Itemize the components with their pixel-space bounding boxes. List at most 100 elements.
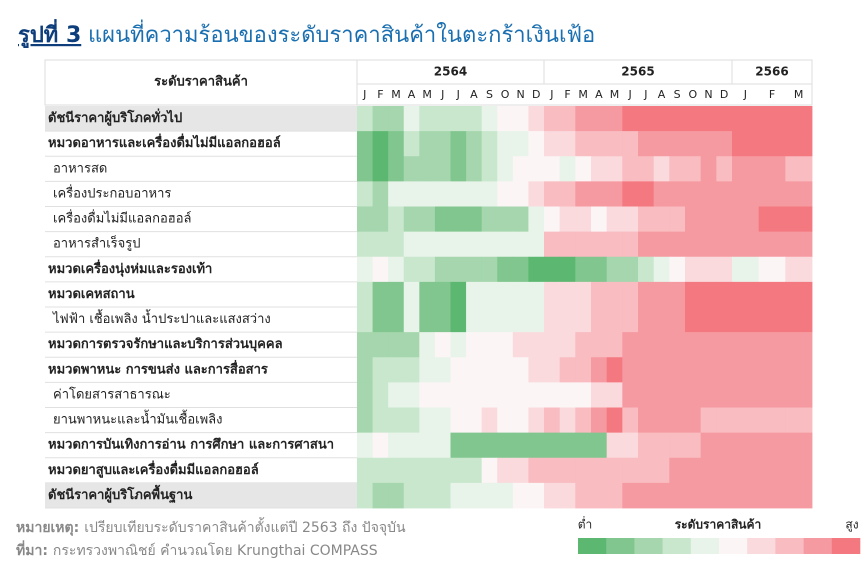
heat-cell xyxy=(685,457,702,484)
heat-cell xyxy=(357,156,373,182)
heat-cell xyxy=(622,106,639,132)
heat-cell xyxy=(575,457,592,484)
heat-cell xyxy=(700,256,717,283)
heat-cell xyxy=(591,256,608,283)
heat-cell xyxy=(512,407,529,434)
heat-cell xyxy=(622,231,639,258)
heat-cell xyxy=(685,131,702,157)
heat-cell xyxy=(481,357,498,383)
month-label: M xyxy=(391,88,401,101)
heat-cell xyxy=(481,281,498,308)
heat-cell xyxy=(700,156,717,182)
heat-cell xyxy=(497,382,514,408)
heat-cell xyxy=(732,307,760,333)
heat-cell xyxy=(419,131,436,157)
heat-cell xyxy=(512,256,529,283)
heat-cell xyxy=(591,106,608,132)
row-label: อาหารสำเร็จรูป xyxy=(53,234,140,252)
row-label: หมวดยาสูบและเครื่องดื่มมีแอลกอฮอล์ xyxy=(48,460,259,478)
heat-cell xyxy=(638,281,655,308)
heat-cell xyxy=(450,206,467,233)
heat-cell xyxy=(497,432,514,459)
heat-cell xyxy=(653,457,670,484)
heat-cell xyxy=(434,206,451,233)
heat-cell xyxy=(653,307,670,333)
heat-cell xyxy=(622,307,639,333)
heat-cell xyxy=(357,357,373,383)
heat-cell xyxy=(450,106,467,132)
heat-cell xyxy=(606,281,623,308)
heat-cell xyxy=(388,357,405,383)
row-label: เครื่องประกอบอาหาร xyxy=(53,184,171,201)
heat-cell xyxy=(606,457,623,484)
heat-cell xyxy=(419,256,436,283)
month-label: M xyxy=(610,88,620,101)
month-label: A xyxy=(470,88,478,101)
heat-cell xyxy=(606,332,623,358)
heat-cell xyxy=(785,181,813,207)
heat-cell xyxy=(716,382,733,408)
heat-cell xyxy=(481,407,498,434)
heat-cell xyxy=(622,382,639,408)
heat-cell xyxy=(497,357,514,383)
heat-cell xyxy=(544,482,561,509)
heat-cell xyxy=(434,131,451,157)
heat-cell xyxy=(372,231,389,258)
heat-cell xyxy=(497,106,514,132)
heat-cell xyxy=(669,482,686,509)
heat-cell xyxy=(785,256,813,283)
heat-cell xyxy=(528,482,545,509)
heat-cell xyxy=(638,432,655,459)
heat-cell xyxy=(700,281,717,308)
heat-cell xyxy=(450,432,467,459)
heat-cell xyxy=(434,307,451,333)
heat-cell xyxy=(528,156,545,182)
heat-cell xyxy=(466,382,483,408)
heat-cell xyxy=(357,307,373,333)
heat-cell xyxy=(559,106,576,132)
heat-cell xyxy=(716,131,733,157)
heat-cell xyxy=(606,432,623,459)
heat-cell xyxy=(497,457,514,484)
heat-cell xyxy=(512,332,529,358)
heat-cell xyxy=(357,407,373,434)
heat-cell xyxy=(528,106,545,132)
heat-cell xyxy=(685,206,702,233)
heat-cell xyxy=(450,256,467,283)
heat-cell xyxy=(685,407,702,434)
heat-cell xyxy=(700,482,717,509)
heat-cell xyxy=(716,432,733,459)
heat-cell xyxy=(388,131,405,157)
heat-cell xyxy=(559,231,576,258)
heat-cell xyxy=(653,206,670,233)
heat-cell xyxy=(403,181,420,207)
heat-cell xyxy=(575,131,592,157)
heat-cell xyxy=(758,382,786,408)
heat-cell xyxy=(653,407,670,434)
heat-cell xyxy=(544,432,561,459)
heat-cell xyxy=(497,482,514,509)
heat-cell xyxy=(372,106,389,132)
heat-cell xyxy=(575,156,592,182)
heat-cell xyxy=(785,206,813,233)
heat-cell xyxy=(638,131,655,157)
header-box xyxy=(44,59,813,106)
heat-cell xyxy=(497,307,514,333)
heat-cell xyxy=(544,382,561,408)
heat-cell xyxy=(669,307,686,333)
heat-cell xyxy=(434,231,451,258)
heat-cell xyxy=(512,281,529,308)
heat-cell xyxy=(732,131,760,157)
heat-cell xyxy=(732,482,760,509)
heat-cell xyxy=(685,307,702,333)
heat-cell xyxy=(716,457,733,484)
heat-cell xyxy=(559,307,576,333)
heat-cell xyxy=(466,106,483,132)
heat-cell xyxy=(622,457,639,484)
heat-cell xyxy=(732,382,760,408)
heat-cell xyxy=(591,206,608,233)
heat-cell xyxy=(357,457,373,484)
heat-cell xyxy=(497,181,514,207)
heat-cell xyxy=(481,181,498,207)
